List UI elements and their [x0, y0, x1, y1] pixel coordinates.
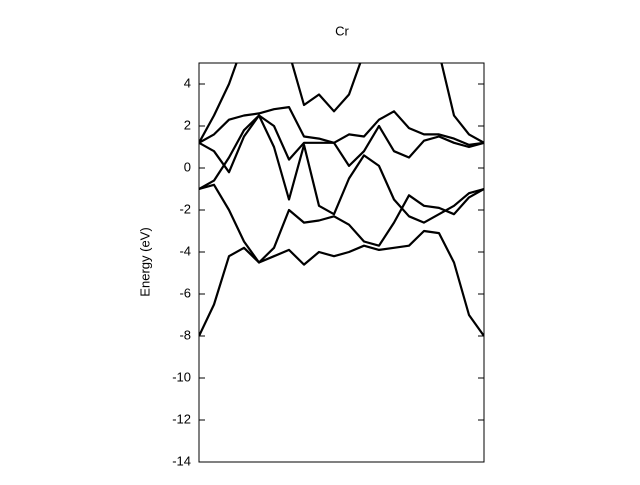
y-tick-label: -4	[179, 243, 191, 258]
y-tick-label: -10	[172, 369, 191, 384]
y-tick-label: -8	[179, 327, 191, 342]
band-line	[199, 106, 484, 146]
band-line	[199, 183, 484, 264]
y-tick-label: -14	[172, 453, 191, 468]
chart-title: Cr	[335, 23, 349, 38]
y-tick-label: 2	[184, 117, 191, 132]
y-tick-label: 4	[184, 75, 191, 90]
y-tick-label: -6	[179, 285, 191, 300]
band-line	[199, 114, 484, 224]
plot-area	[199, 63, 484, 337]
y-tick-label: -12	[172, 411, 191, 426]
band-line	[199, 114, 484, 174]
band-line	[199, 229, 484, 337]
y-tick-label: -2	[179, 201, 191, 216]
y-tick-label: 0	[184, 159, 191, 174]
y-axis-label: Energy (eV)	[137, 227, 152, 296]
plot-frame	[198, 62, 485, 463]
band-line	[199, 63, 484, 144]
